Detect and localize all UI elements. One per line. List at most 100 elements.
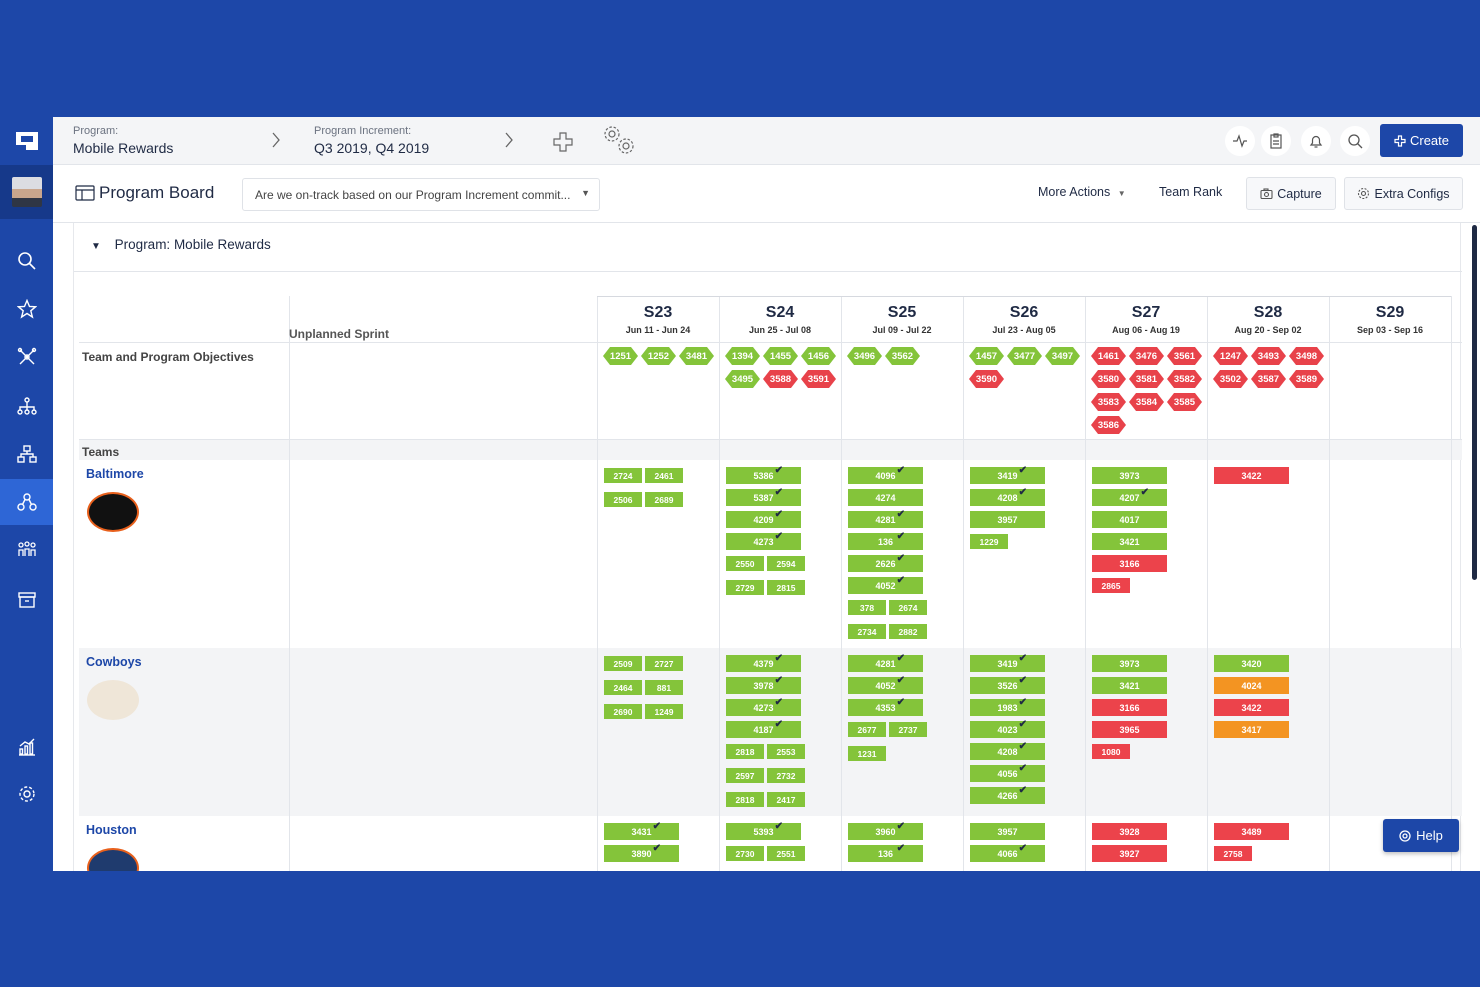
teams-icon[interactable] — [0, 527, 53, 573]
feature-card[interactable]: 3422 — [1214, 699, 1289, 716]
story-card[interactable]: 2730 — [726, 846, 764, 861]
settings-gears-icon[interactable] — [602, 124, 638, 161]
feature-card[interactable]: 4266 ✔ — [970, 785, 1045, 804]
feature-card[interactable]: 4208 ✔ — [970, 487, 1045, 506]
feature-card[interactable]: 4056 ✔ — [970, 763, 1045, 782]
feature-card[interactable]: 4281 ✔ — [848, 653, 923, 672]
settings-icon[interactable] — [0, 771, 53, 817]
clipboard-icon[interactable] — [1261, 126, 1291, 156]
feature-card[interactable]: 3166 — [1092, 555, 1167, 572]
objective-badge[interactable]: 1461 — [1091, 347, 1126, 365]
feature-card[interactable]: 1983 ✔ — [970, 697, 1045, 716]
feature-card[interactable]: 4379 ✔ — [726, 653, 801, 672]
feature-card[interactable]: 3420 — [1214, 655, 1289, 672]
team-name[interactable]: Baltimore — [86, 467, 144, 481]
story-card[interactable]: 2732 — [767, 768, 805, 783]
chevron-right-icon[interactable] — [504, 131, 514, 154]
feature-card[interactable]: 3526 ✔ — [970, 675, 1045, 694]
feature-card[interactable]: 3489 — [1214, 823, 1289, 840]
feature-card[interactable]: 3422 — [1214, 467, 1289, 484]
story-card[interactable]: 2550 — [726, 556, 764, 571]
feature-card[interactable]: 4024 — [1214, 677, 1289, 694]
chevron-down-icon[interactable]: ▼ — [91, 241, 101, 252]
objective-badge[interactable]: 3562 — [885, 347, 920, 365]
feature-card[interactable]: 4273 ✔ — [726, 531, 801, 550]
feature-card[interactable]: 5393 ✔ — [726, 821, 801, 840]
story-card[interactable]: 2689 — [645, 492, 683, 507]
objective-badge[interactable]: 1251 — [603, 347, 638, 365]
story-card[interactable]: 2461 — [645, 468, 683, 483]
capture-button[interactable]: Capture — [1246, 177, 1336, 210]
feature-card[interactable]: 4207 ✔ — [1092, 487, 1167, 506]
objective-badge[interactable]: 3580 — [1091, 370, 1126, 388]
feature-card[interactable]: 3957 — [970, 823, 1045, 840]
more-actions-menu[interactable]: More Actions ▼ — [1038, 185, 1126, 199]
chevron-right-icon[interactable] — [271, 131, 281, 154]
org-chart-icon[interactable] — [0, 431, 53, 477]
reports-icon[interactable] — [0, 724, 53, 770]
team-rank-button[interactable]: Team Rank — [1159, 185, 1223, 199]
star-icon[interactable] — [0, 286, 53, 332]
objective-badge[interactable]: 1455 — [763, 347, 798, 365]
objective-badge[interactable]: 3561 — [1167, 347, 1202, 365]
feature-card[interactable]: 3957 — [970, 511, 1045, 528]
feature-card[interactable]: 4052 ✔ — [848, 575, 923, 594]
objective-badge[interactable]: 3589 — [1289, 370, 1324, 388]
objective-badge[interactable]: 3581 — [1129, 370, 1164, 388]
story-card[interactable]: 2727 — [645, 656, 683, 671]
objective-badge[interactable]: 3476 — [1129, 347, 1164, 365]
story-card[interactable]: 2818 — [726, 792, 764, 807]
feature-card[interactable]: 3421 — [1092, 677, 1167, 694]
objective-badge[interactable]: 3588 — [763, 370, 798, 388]
story-card[interactable]: 2729 — [726, 580, 764, 595]
objective-badge[interactable]: 3591 — [801, 370, 836, 388]
feature-card[interactable]: 4353 ✔ — [848, 697, 923, 716]
feature-card[interactable]: 3421 — [1092, 533, 1167, 550]
feature-card[interactable]: 5386 ✔ — [726, 465, 801, 484]
story-card[interactable]: 2758 — [1214, 846, 1252, 861]
feature-card[interactable]: 3965 — [1092, 721, 1167, 738]
story-card[interactable]: 2882 — [889, 624, 927, 639]
story-card[interactable]: 2551 — [767, 846, 805, 861]
story-card[interactable]: 2677 — [848, 722, 886, 737]
team-name[interactable]: Houston — [86, 823, 137, 837]
objective-badge[interactable]: 3498 — [1289, 347, 1324, 365]
feature-card[interactable]: 4281 ✔ — [848, 509, 923, 528]
objective-badge[interactable]: 3481 — [679, 347, 714, 365]
feature-card[interactable]: 3960 ✔ — [848, 821, 923, 840]
objective-badge[interactable]: 1456 — [801, 347, 836, 365]
story-card[interactable]: 881 — [645, 680, 683, 695]
feature-card[interactable]: 3973 — [1092, 467, 1167, 484]
archive-icon[interactable] — [0, 577, 53, 623]
story-card[interactable]: 2818 — [726, 744, 764, 759]
app-logo-icon[interactable] — [0, 117, 53, 165]
objective-badge[interactable]: 3583 — [1091, 393, 1126, 411]
feature-card[interactable]: 136 ✔ — [848, 843, 923, 862]
program-section-header[interactable]: ▼ Program: Mobile Rewards — [91, 237, 271, 252]
story-card[interactable]: 2815 — [767, 580, 805, 595]
feature-card[interactable]: 3419 ✔ — [970, 653, 1045, 672]
objective-badge[interactable]: 3502 — [1213, 370, 1248, 388]
story-card[interactable]: 1229 — [970, 534, 1008, 549]
feature-card[interactable]: 3890 ✔ — [604, 843, 679, 862]
story-card[interactable]: 378 — [848, 600, 886, 615]
feature-card[interactable]: 4208 ✔ — [970, 741, 1045, 760]
feature-card[interactable]: 3973 — [1092, 655, 1167, 672]
bell-icon[interactable] — [1301, 126, 1331, 156]
objective-badge[interactable]: 3586 — [1091, 416, 1126, 434]
objective-badge[interactable]: 1247 — [1213, 347, 1248, 365]
pi-selector[interactable]: Program Increment: Q3 2019, Q4 2019 — [314, 125, 429, 156]
story-card[interactable]: 2464 — [604, 680, 642, 695]
story-card[interactable]: 2737 — [889, 722, 927, 737]
network-icon[interactable] — [0, 334, 53, 380]
story-card[interactable]: 2553 — [767, 744, 805, 759]
objective-badge[interactable]: 3584 — [1129, 393, 1164, 411]
feature-card[interactable]: 4274 — [848, 489, 923, 506]
help-button[interactable]: Help — [1383, 819, 1459, 852]
feature-card[interactable]: 3431 ✔ — [604, 821, 679, 840]
feature-card[interactable]: 2626 ✔ — [848, 553, 923, 572]
story-card[interactable]: 2865 — [1092, 578, 1130, 593]
program-board-icon[interactable] — [0, 479, 53, 525]
objective-badge[interactable]: 3582 — [1167, 370, 1202, 388]
objective-badge[interactable]: 3477 — [1007, 347, 1042, 365]
